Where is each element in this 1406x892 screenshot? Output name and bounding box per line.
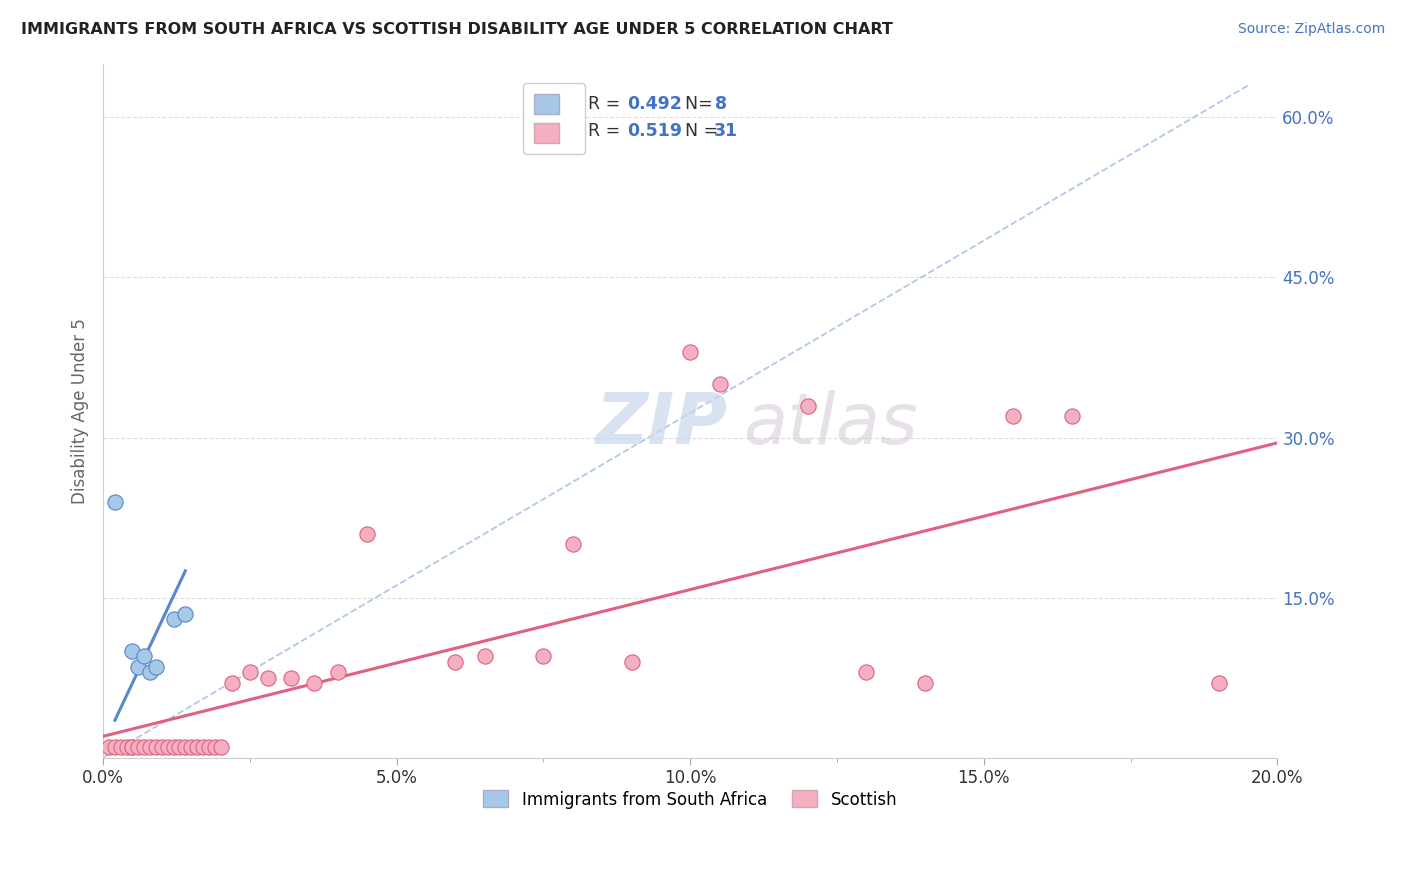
Point xyxy=(855,665,877,680)
Point xyxy=(127,660,149,674)
Point xyxy=(104,494,127,508)
Point xyxy=(115,739,138,754)
Point xyxy=(121,739,143,754)
Point xyxy=(280,671,302,685)
Text: IMMIGRANTS FROM SOUTH AFRICA VS SCOTTISH DISABILITY AGE UNDER 5 CORRELATION CHAR: IMMIGRANTS FROM SOUTH AFRICA VS SCOTTISH… xyxy=(21,22,893,37)
Point xyxy=(156,739,179,754)
Point xyxy=(139,665,162,680)
Point xyxy=(474,649,496,664)
Point xyxy=(104,739,127,754)
Point xyxy=(134,739,156,754)
Point xyxy=(444,655,467,669)
Point xyxy=(256,671,278,685)
Point xyxy=(174,739,197,754)
Point xyxy=(561,537,583,551)
Point xyxy=(326,665,349,680)
Point xyxy=(209,739,232,754)
Point xyxy=(1002,409,1025,424)
Point xyxy=(1208,676,1230,690)
Point xyxy=(796,399,818,413)
Text: 0.492: 0.492 xyxy=(627,95,682,113)
Point xyxy=(139,739,162,754)
Point xyxy=(1060,409,1083,424)
Text: 31: 31 xyxy=(714,122,738,140)
Point xyxy=(709,377,731,392)
Text: R =: R = xyxy=(588,95,626,113)
Point xyxy=(679,345,702,359)
Text: 8: 8 xyxy=(709,95,727,113)
Point xyxy=(134,649,156,664)
Point xyxy=(121,644,143,658)
Point xyxy=(304,676,326,690)
Point xyxy=(221,676,243,690)
Point xyxy=(110,739,132,754)
Text: atlas: atlas xyxy=(744,390,918,459)
Point xyxy=(145,739,167,754)
Text: Source: ZipAtlas.com: Source: ZipAtlas.com xyxy=(1237,22,1385,37)
Point xyxy=(239,665,262,680)
Text: 0.519: 0.519 xyxy=(627,122,682,140)
Text: ZIP: ZIP xyxy=(596,390,728,459)
Point xyxy=(98,739,121,754)
Point xyxy=(356,526,378,541)
Point xyxy=(150,739,173,754)
Point xyxy=(127,739,149,754)
Point xyxy=(620,655,643,669)
Point xyxy=(180,739,202,754)
Y-axis label: Disability Age Under 5: Disability Age Under 5 xyxy=(72,318,89,504)
Point xyxy=(174,607,197,621)
Text: N =: N = xyxy=(673,122,724,140)
Point xyxy=(186,739,208,754)
Point xyxy=(121,739,143,754)
Point xyxy=(162,739,184,754)
Text: R =: R = xyxy=(588,122,626,140)
Point xyxy=(204,739,226,754)
Legend: Immigrants from South Africa, Scottish: Immigrants from South Africa, Scottish xyxy=(477,784,904,815)
Point xyxy=(162,612,184,626)
Point xyxy=(533,649,555,664)
Point xyxy=(914,676,936,690)
Point xyxy=(198,739,221,754)
Text: N=: N= xyxy=(673,95,718,113)
Point xyxy=(145,660,167,674)
Point xyxy=(169,739,191,754)
Point xyxy=(191,739,214,754)
